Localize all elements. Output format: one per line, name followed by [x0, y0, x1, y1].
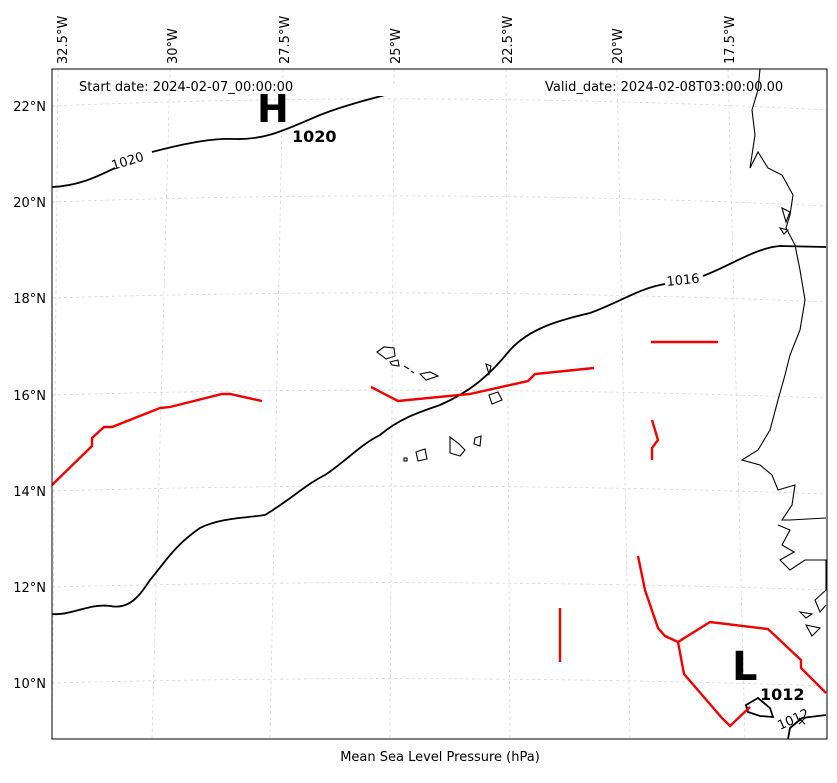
- lon-label: 22.5°W: [501, 16, 516, 64]
- island: [389, 359, 400, 367]
- low-pressure-value: 1012: [760, 685, 805, 704]
- island: [488, 391, 503, 405]
- lat-label: 16°N: [13, 389, 46, 404]
- lon-label: 20°W: [611, 28, 626, 64]
- lat-label: 22°N: [13, 100, 46, 115]
- latitude-labels: 22°N 20°N 18°N 16°N 14°N 12°N 10°N: [13, 100, 46, 692]
- low-center-mark: ×: [797, 714, 807, 728]
- island: [418, 371, 440, 381]
- lon-label: 25°W: [389, 28, 404, 64]
- coastlines: [376, 68, 827, 637]
- longitude-labels: 32.5°W 30°W 27.5°W 25°W 22.5°W 20°W 17.5…: [56, 16, 738, 64]
- low-pressure-symbol: L: [732, 644, 758, 690]
- lat-label: 12°N: [13, 581, 46, 596]
- isobar-label: 1020: [110, 150, 146, 174]
- graticule: [51, 68, 828, 740]
- island: [415, 448, 428, 462]
- isobar-1016: [51, 245, 827, 616]
- island: [376, 346, 396, 360]
- lat-label: 20°N: [13, 196, 46, 211]
- lat-label: 10°N: [13, 677, 46, 692]
- island: [403, 365, 415, 374]
- isobars: [51, 94, 827, 740]
- map-frame: [51, 68, 828, 740]
- lon-label: 30°W: [166, 28, 181, 64]
- lat-label: 14°N: [13, 485, 46, 500]
- isobar-label: 1016: [666, 272, 700, 290]
- front-lines: [51, 340, 827, 728]
- island: [485, 363, 492, 377]
- lon-label: 32.5°W: [56, 16, 71, 64]
- lat-label: 18°N: [13, 292, 46, 307]
- isobar-1012: [744, 696, 827, 740]
- high-pressure-value: 1020: [292, 127, 337, 146]
- start-date: Start date: 2024-02-07_00:00:00: [79, 80, 293, 95]
- island: [403, 457, 408, 462]
- lon-label: 17.5°W: [723, 16, 738, 64]
- island: [473, 435, 482, 447]
- isobar-1020: [51, 94, 386, 188]
- map-caption: Mean Sea Level Pressure (hPa): [340, 750, 540, 765]
- lon-label: 27.5°W: [278, 16, 293, 64]
- valid-date: Valid_date: 2024-02-08T03:00:00.00: [545, 80, 783, 95]
- high-pressure-symbol: H: [257, 87, 289, 131]
- island: [449, 435, 466, 457]
